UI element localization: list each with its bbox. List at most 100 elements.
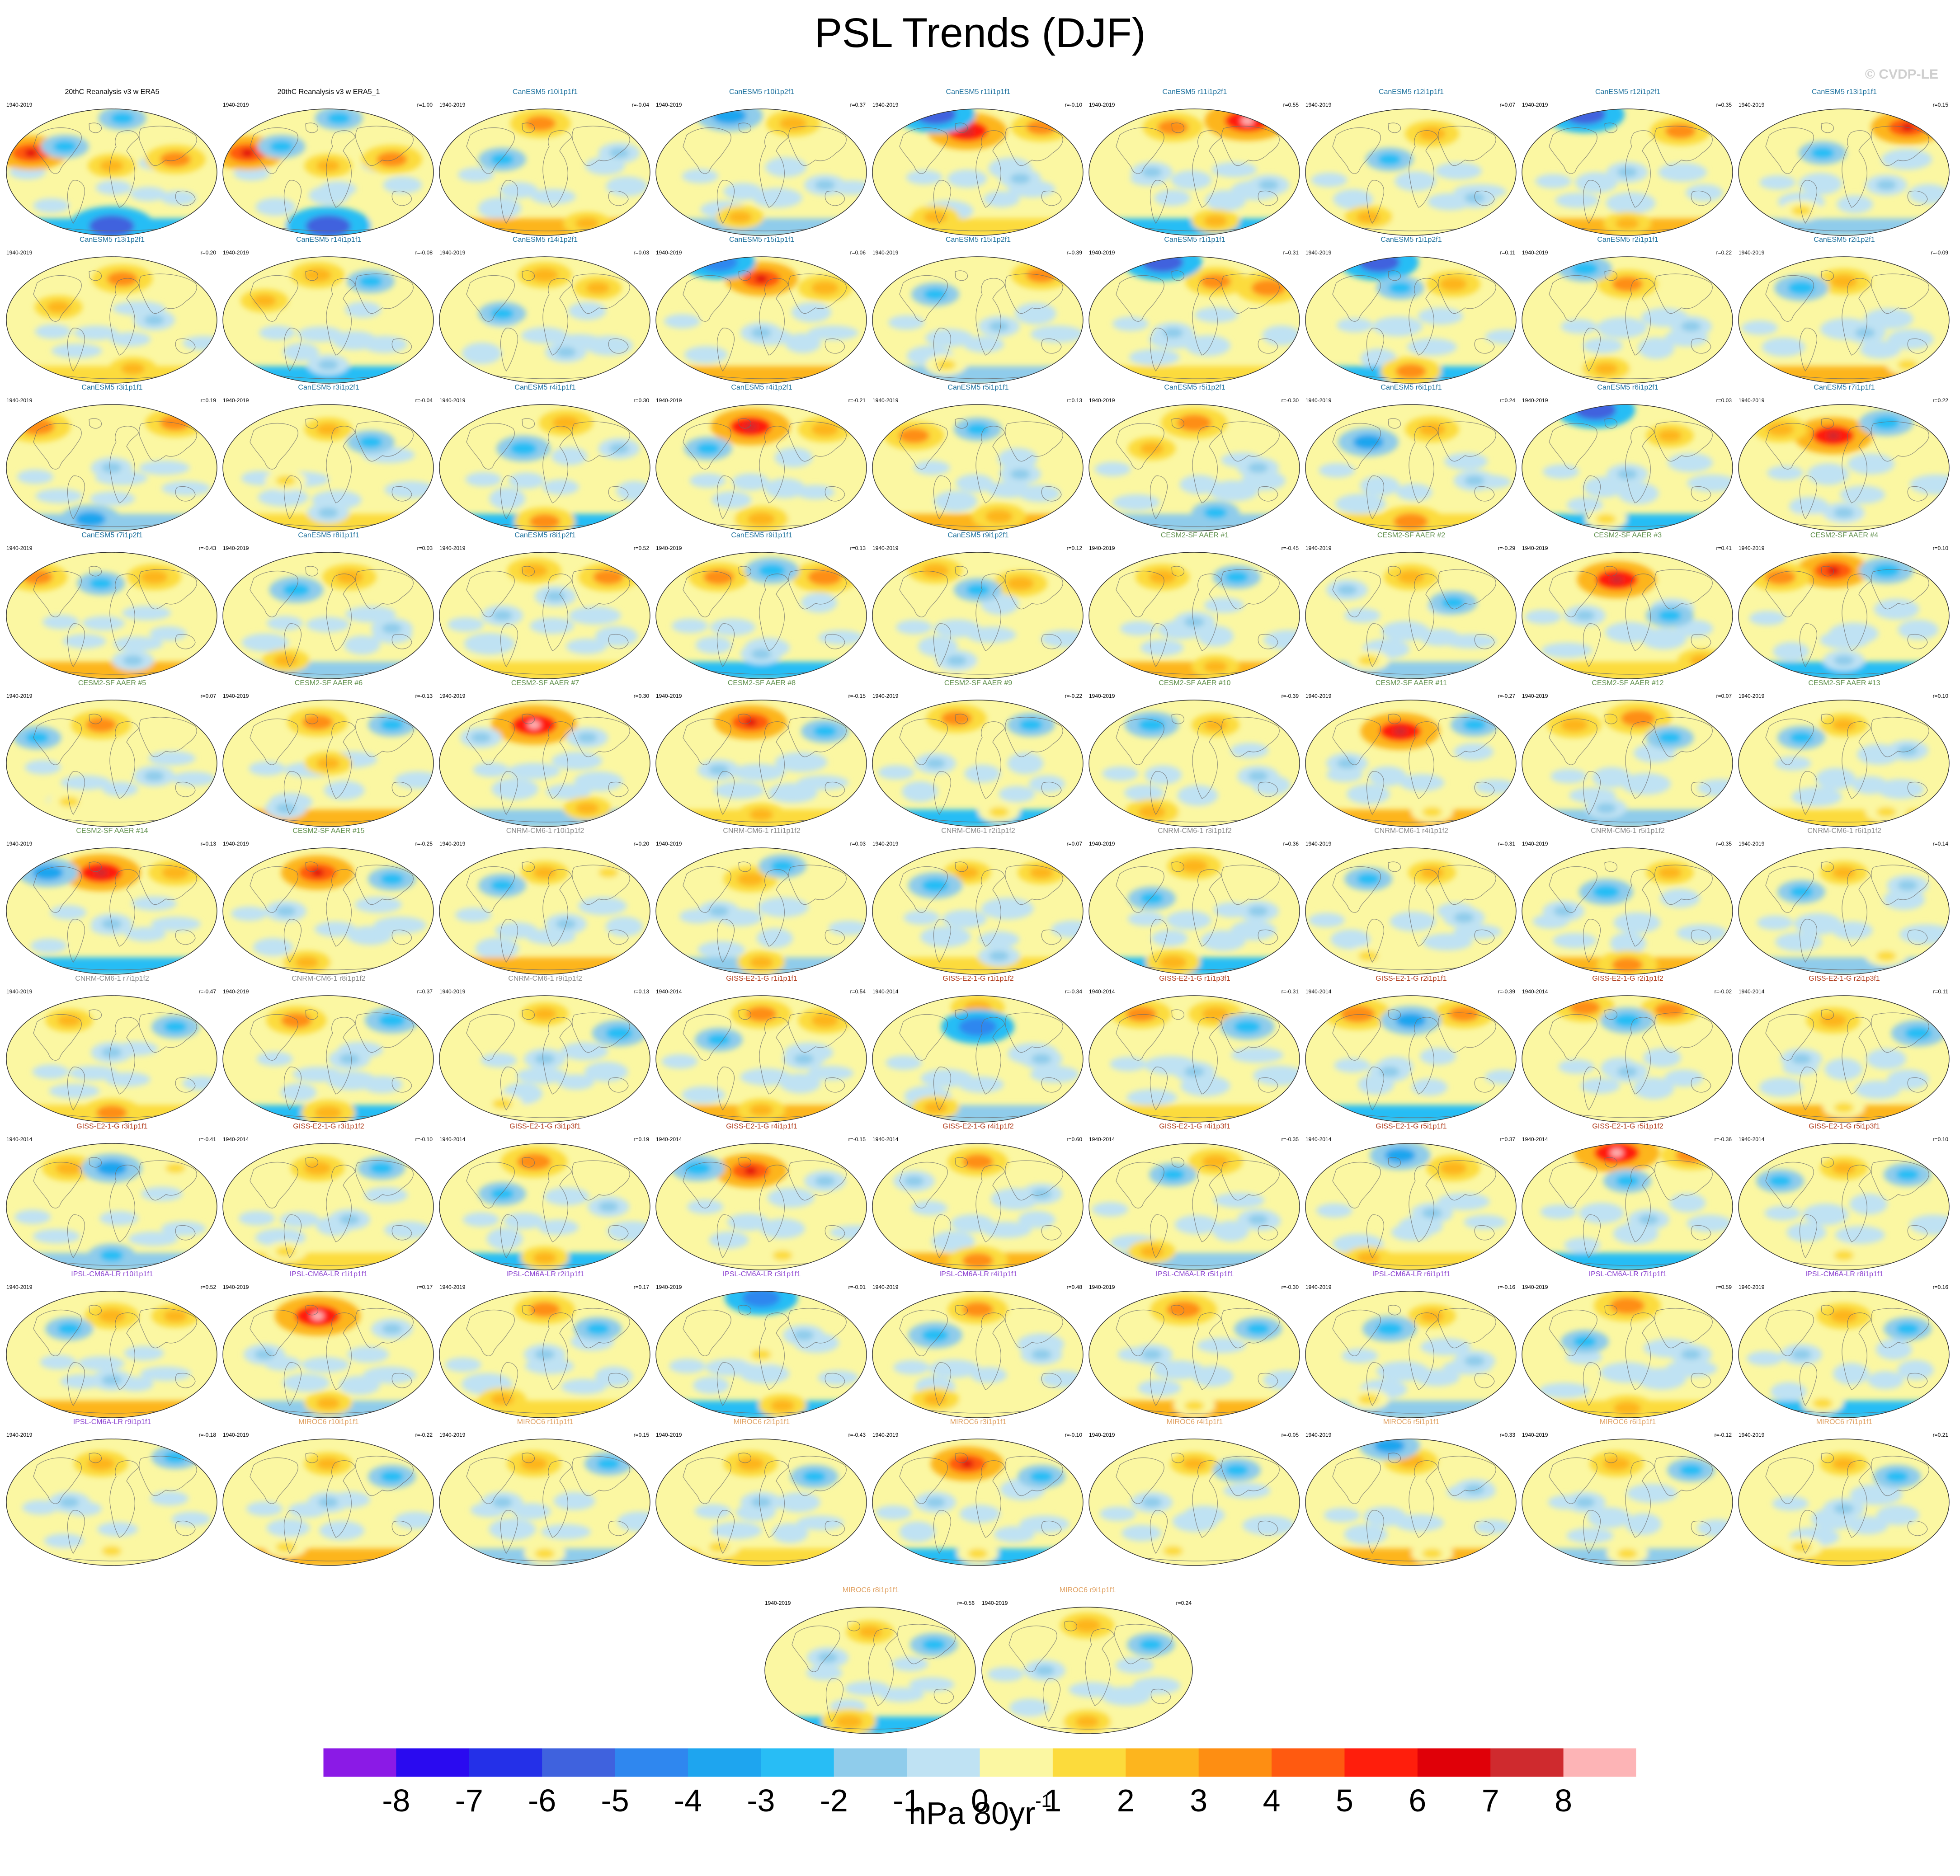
panel-title: IPSL-CM6A-LR r2i1p1f1: [506, 1270, 584, 1278]
map-panel: CanESM5 r1i1p1f1 1940-2019 r=0.31: [1088, 236, 1301, 385]
panel-correlation: r=0.60: [1066, 1136, 1082, 1143]
panel-title: GISS-E2-1-G r5i1p1f2: [1592, 1123, 1663, 1130]
panel-correlation: r=0.07: [1499, 102, 1515, 108]
map-panel: CNRM-CM6-1 r2i1p1f2 1940-2019 r=0.07: [872, 827, 1085, 976]
psl-trend-map: [655, 700, 867, 827]
psl-trend-map: [439, 552, 650, 679]
panel-correlation: r=0.12: [1066, 545, 1082, 551]
panel-years: 1940-2019: [872, 1432, 899, 1438]
panel-years: 1940-2019: [439, 988, 466, 995]
panel-title: GISS-E2-1-G r1i1p1f2: [942, 975, 1014, 983]
map-panel: CESM2-SF AAER #6 1940-2019 r=-0.13: [222, 679, 435, 828]
map-panel: CanESM5 r8i1p2f1 1940-2019 r=0.52: [438, 531, 652, 681]
panel-years: 1940-2019: [6, 249, 33, 256]
panel-years: 1940-2019: [6, 102, 33, 108]
map-panel: CanESM5 r10i1p2f1 1940-2019 r=0.37: [655, 88, 868, 237]
psl-trend-map: [1305, 108, 1517, 236]
panel-correlation: r=0.20: [633, 841, 649, 847]
colorbar-bin: [542, 1748, 616, 1777]
map-panel: 20thC Reanalysis v3 w ERA5_1 1940-2019 r=1…: [222, 88, 435, 237]
colorbar-units-text: hPa 80yr: [909, 1796, 1036, 1831]
panel-correlation: r=0.24: [1499, 397, 1515, 404]
panel-years: 1940-2019: [439, 397, 466, 404]
panel-years: 1940-2014: [872, 1136, 899, 1143]
psl-trend-map: [1738, 552, 1950, 679]
panel-correlation: r=-0.15: [848, 693, 866, 699]
panel-title: CanESM5 r4i1p1f1: [514, 384, 576, 391]
panel-years: 1940-2014: [1305, 988, 1332, 995]
psl-trend-map: [1522, 847, 1733, 975]
map-panel: CNRM-CM6-1 r6i1p1f2 1940-2019 r=0.14: [1738, 827, 1951, 976]
psl-trend-map: [1305, 700, 1517, 827]
panel-title: CanESM5 r15i1p1f1: [729, 236, 795, 244]
panel-title: IPSL-CM6A-LR r6i1p1f1: [1372, 1270, 1451, 1278]
psl-trend-map: [872, 1439, 1084, 1566]
panel-correlation: r=0.35: [1716, 841, 1732, 847]
map-panel: CanESM5 r3i1p2f1 1940-2019 r=-0.04: [222, 384, 435, 533]
psl-trend-map: [6, 1291, 217, 1418]
colorbar-bin: [1344, 1748, 1418, 1777]
map-panel: CanESM5 r11i1p1f1 1940-2019 r=-0.10: [872, 88, 1085, 237]
panel-title: IPSL-CM6A-LR r5i1p1f1: [1155, 1270, 1234, 1278]
map-panel: CanESM5 r13i1p1f1 1940-2019 r=0.15: [1738, 88, 1951, 237]
panel-correlation: r=0.07: [200, 693, 216, 699]
map-panel: IPSL-CM6A-LR r7i1p1f1 1940-2019 r=0.59: [1521, 1270, 1734, 1420]
map-panel: CanESM5 r2i1p1f1 1940-2019 r=0.22: [1521, 236, 1734, 385]
panel-correlation: r=0.03: [633, 249, 649, 256]
panel-correlation: r=0.11: [1500, 249, 1515, 256]
psl-trend-map: [6, 404, 217, 531]
psl-trend-map: [6, 552, 217, 679]
panel-years: 1940-2019: [982, 1600, 1008, 1606]
panel-title: CESM2-SF AAER #13: [1808, 679, 1880, 687]
panel-years: 1940-2019: [439, 1284, 466, 1290]
panel-years: 1940-2014: [1522, 1136, 1548, 1143]
colorbar-bin: [1272, 1748, 1345, 1777]
psl-trend-map: [872, 700, 1084, 827]
panel-years: 1940-2019: [1739, 1432, 1765, 1438]
panel-correlation: r=0.48: [1066, 1284, 1082, 1290]
panel-years: 1940-2019: [439, 841, 466, 847]
panel-years: 1940-2019: [656, 545, 682, 551]
panel-years: 1940-2014: [439, 1136, 466, 1143]
panel-correlation: r=0.22: [1932, 397, 1948, 404]
psl-trend-map: [1738, 847, 1950, 975]
panel-years: 1940-2019: [6, 1284, 33, 1290]
panel-correlation: r=-0.29: [1498, 545, 1515, 551]
panel-correlation: r=0.15: [633, 1432, 649, 1438]
map-panel: IPSL-CM6A-LR r6i1p1f1 1940-2019 r=-0.16: [1305, 1270, 1518, 1420]
panel-title: GISS-E2-1-G r5i1p3f1: [1809, 1123, 1880, 1130]
map-panel: CESM2-SF AAER #11 1940-2019 r=-0.27: [1305, 679, 1518, 828]
map-panel: GISS-E2-1-G r1i1p3f1 1940-2014 r=-0.31: [1088, 975, 1301, 1124]
panel-correlation: r=0.13: [200, 841, 216, 847]
map-panel: CESM2-SF AAER #2 1940-2019 r=-0.29: [1305, 531, 1518, 681]
panel-years: 1940-2019: [1522, 545, 1548, 551]
panel-years: 1940-2019: [6, 397, 33, 404]
panel-correlation: r=0.03: [417, 545, 433, 551]
psl-trend-map: [222, 1143, 434, 1270]
psl-trend-map: [1738, 1439, 1950, 1566]
panel-title: CanESM5 r8i1p2f1: [514, 531, 576, 539]
panel-correlation: r=-0.45: [1281, 545, 1299, 551]
psl-trend-map: [1738, 256, 1950, 384]
map-panel: CESM2-SF AAER #13 1940-2019 r=0.10: [1738, 679, 1951, 828]
panel-years: 1940-2019: [656, 841, 682, 847]
panel-correlation: r=0.55: [1283, 102, 1299, 108]
colorbar-bin: [907, 1748, 980, 1777]
map-panel: IPSL-CM6A-LR r4i1p1f1 1940-2019 r=0.48: [872, 1270, 1085, 1420]
panel-correlation: r=0.10: [1932, 545, 1948, 551]
panel-correlation: r=-0.18: [198, 1432, 216, 1438]
panel-years: 1940-2014: [1305, 1136, 1332, 1143]
panel-title: GISS-E2-1-G r3i1p3f1: [509, 1123, 581, 1130]
panel-correlation: r=0.31: [1283, 249, 1299, 256]
panel-correlation: r=0.06: [850, 249, 866, 256]
panel-years: 1940-2014: [6, 1136, 33, 1143]
psl-trend-map: [222, 1291, 434, 1418]
map-panel: GISS-E2-1-G r3i1p1f1 1940-2014 r=-0.41: [5, 1123, 219, 1272]
panel-years: 1940-2019: [439, 1432, 466, 1438]
panel-title: CESM2-SF AAER #9: [944, 679, 1013, 687]
psl-trend-map: [1088, 1143, 1300, 1270]
psl-trend-map: [222, 404, 434, 531]
psl-trend-map: [6, 256, 217, 384]
map-panel: CNRM-CM6-1 r7i1p1f2 1940-2019 r=-0.47: [5, 975, 219, 1124]
map-panel: CNRM-CM6-1 r10i1p1f2 1940-2019 r=0.20: [438, 827, 652, 976]
